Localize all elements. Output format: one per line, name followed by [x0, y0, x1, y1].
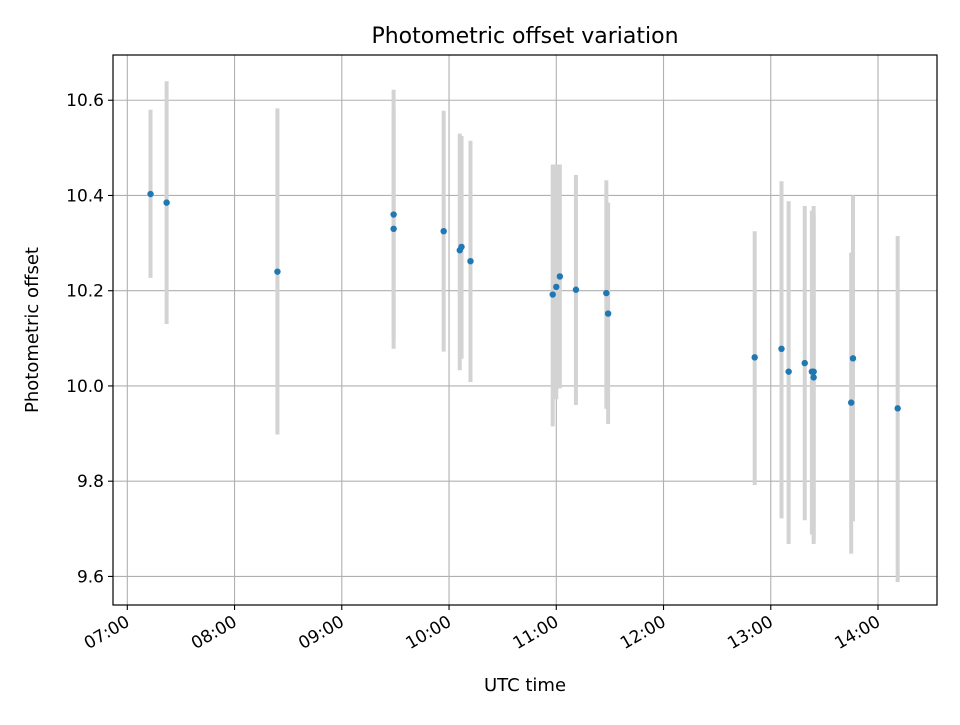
data-point	[778, 345, 785, 353]
data-point	[467, 257, 474, 265]
data-point	[603, 289, 610, 297]
data-point	[810, 368, 817, 375]
plot-frame	[112, 54, 938, 606]
y-tick-label: 9.6	[77, 567, 104, 587]
data-point	[163, 199, 170, 206]
x-axis-label: UTC time	[484, 675, 566, 696]
chart-title: Photometric offset variation	[371, 24, 678, 49]
data-point	[390, 211, 397, 218]
data-point	[751, 354, 758, 361]
data-point	[572, 286, 580, 293]
y-tick-label: 10.2	[66, 282, 104, 302]
data-point	[440, 227, 447, 235]
data-point	[458, 243, 465, 251]
data-point	[553, 283, 560, 291]
data-point	[849, 355, 857, 362]
data-point	[274, 268, 281, 275]
y-axis-label: Photometric offset	[22, 247, 43, 413]
y-tick-label: 10.4	[66, 186, 104, 206]
data-point-group	[147, 190, 901, 412]
data-point	[390, 225, 397, 233]
y-tick-label: 9.8	[77, 472, 104, 492]
data-point	[604, 310, 612, 317]
data-point	[894, 405, 901, 412]
data-point	[801, 359, 808, 367]
data-point	[147, 190, 154, 198]
data-point	[810, 374, 817, 381]
data-point	[556, 273, 564, 280]
data-point	[549, 291, 556, 298]
y-tick-label: 10.0	[66, 377, 104, 397]
y-tick-label: 10.6	[66, 91, 104, 111]
data-point	[785, 368, 792, 375]
data-point	[848, 399, 855, 406]
